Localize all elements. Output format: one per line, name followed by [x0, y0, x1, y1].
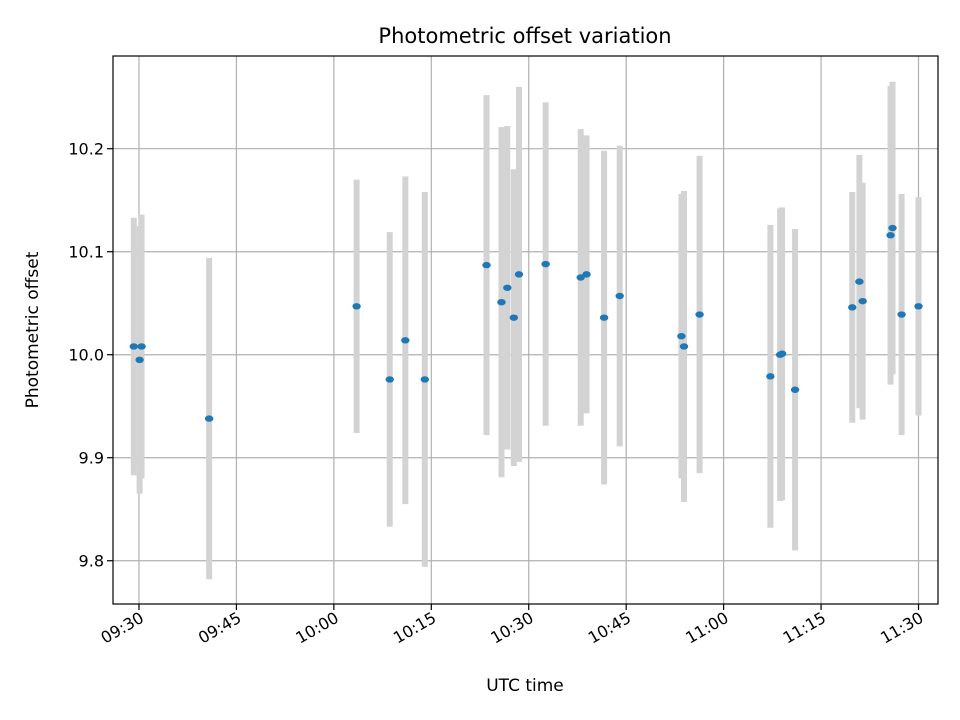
data-point [514, 271, 524, 278]
y-tick-label: 10.2 [68, 140, 104, 159]
data-point [420, 376, 430, 383]
data-point [897, 311, 906, 318]
y-axis-ticks: 9.8 9.9 10.0 10.1 10.2 [68, 140, 113, 571]
y-axis-label: Photometric offset [23, 251, 43, 408]
data-point [679, 343, 689, 350]
y-tick-label: 10.0 [68, 346, 104, 365]
data-point [615, 292, 624, 300]
data-point [914, 303, 923, 310]
data-point [790, 386, 800, 393]
data-point [135, 356, 144, 364]
data-point [204, 415, 214, 422]
data-point [482, 261, 491, 269]
data-point [401, 337, 410, 344]
grid [113, 56, 938, 604]
chart-title: Photometric offset variation [378, 24, 671, 48]
data-point [582, 271, 591, 278]
data-point [777, 350, 787, 357]
data-point [509, 314, 519, 321]
data-point [385, 376, 394, 383]
data-point [599, 314, 609, 321]
data-points [129, 224, 923, 422]
data-point [137, 343, 146, 350]
data-point [888, 224, 897, 232]
data-point [497, 298, 506, 306]
data-point [766, 373, 775, 380]
y-tick-label: 9.8 [79, 552, 104, 571]
data-point [858, 297, 867, 305]
data-point [503, 284, 512, 291]
y-tick-label: 10.1 [68, 243, 104, 262]
data-point [129, 343, 138, 350]
data-point [695, 311, 704, 318]
data-point [677, 332, 686, 340]
data-point [855, 278, 864, 285]
plot-frame [112, 55, 939, 605]
data-point [848, 304, 857, 311]
data-point [576, 274, 585, 281]
data-point [352, 303, 361, 310]
x-axis-label: UTC time [486, 676, 564, 696]
data-point [886, 232, 895, 239]
y-tick-label: 9.9 [79, 449, 104, 468]
data-point [541, 260, 550, 268]
